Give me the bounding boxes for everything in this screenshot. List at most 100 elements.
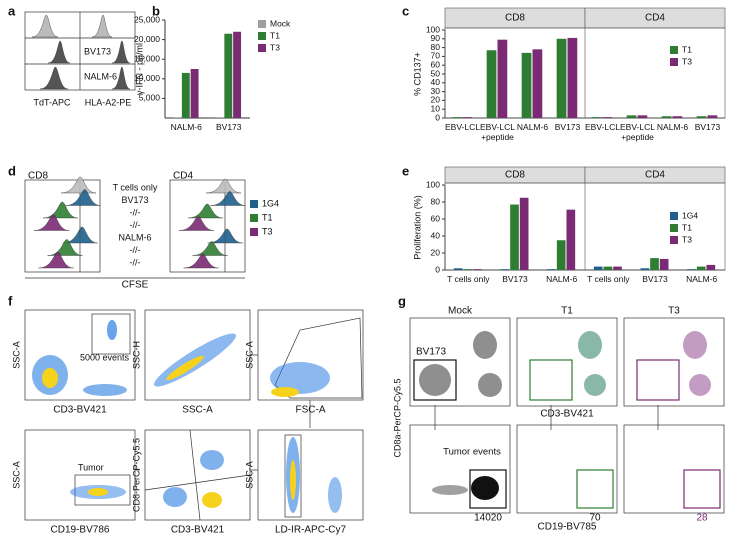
y-tick-label: 100 bbox=[426, 179, 440, 189]
legend-label: 1G4 bbox=[682, 210, 698, 220]
x-axis-label: CD19-BV785 bbox=[538, 522, 597, 533]
arrow bbox=[135, 354, 311, 471]
column-header: CD4 bbox=[173, 171, 193, 182]
y-tick-label: 60 bbox=[431, 59, 441, 69]
x-axis-label: FSC-A bbox=[296, 405, 326, 416]
x-tick-label: NALM-6 bbox=[686, 274, 718, 284]
bar bbox=[215, 117, 224, 118]
event-count: 14020 bbox=[474, 513, 502, 524]
histogram bbox=[62, 226, 98, 244]
population bbox=[270, 362, 330, 394]
population bbox=[578, 331, 602, 359]
bar bbox=[672, 116, 683, 118]
bar bbox=[173, 117, 181, 118]
density bbox=[32, 320, 711, 513]
bar bbox=[566, 209, 576, 270]
y-tick-label: 5,000 bbox=[139, 93, 161, 103]
y-tick-label: 40 bbox=[431, 77, 441, 87]
bar bbox=[650, 258, 659, 270]
bar bbox=[532, 49, 543, 118]
row-label: -//- bbox=[130, 257, 141, 267]
bar bbox=[591, 117, 602, 118]
x-tick-label: EBV-LCL bbox=[585, 122, 620, 132]
x-axis-label: CD3-BV421 bbox=[540, 409, 594, 420]
histogram bbox=[111, 66, 131, 90]
gate bbox=[683, 469, 721, 509]
frame bbox=[144, 429, 251, 521]
legend-label: T1 bbox=[682, 44, 692, 54]
y-tick-label: 100 bbox=[426, 24, 440, 34]
legend-swatch bbox=[670, 46, 678, 54]
y-tick-label: 0 bbox=[435, 264, 440, 274]
bar bbox=[521, 52, 532, 118]
y-tick-label: 80 bbox=[431, 42, 441, 52]
panel-letter: e bbox=[402, 163, 409, 178]
x-tick-label: BV173 bbox=[215, 122, 242, 132]
bar bbox=[233, 31, 242, 118]
histogram bbox=[39, 66, 69, 90]
legend-swatch bbox=[670, 224, 678, 232]
population bbox=[432, 485, 468, 495]
row-label: BV173 bbox=[121, 195, 148, 205]
bar bbox=[687, 269, 696, 270]
bar bbox=[696, 116, 707, 118]
x-tick-label: EBV-LCL +peptide bbox=[480, 122, 515, 142]
histogram bbox=[178, 216, 215, 231]
x-tick-label: NALM-6 bbox=[656, 122, 689, 132]
column-header: CD8 bbox=[28, 171, 48, 182]
legend-label: T3 bbox=[682, 56, 692, 66]
population bbox=[166, 355, 204, 381]
frame bbox=[516, 424, 618, 514]
histogram bbox=[207, 228, 243, 244]
population bbox=[200, 450, 224, 470]
x-axis-label: CD19-BV786 bbox=[51, 525, 110, 536]
row-label: BV173 bbox=[84, 46, 111, 56]
gate bbox=[413, 359, 457, 401]
event-count: 70 bbox=[589, 513, 601, 524]
bar bbox=[224, 33, 233, 118]
panel-letter: g bbox=[398, 293, 406, 308]
gate bbox=[189, 429, 201, 521]
y-tick-label: 10,000 bbox=[134, 73, 160, 83]
x-tick-label: EBV-LCL +peptide bbox=[620, 122, 655, 142]
bar bbox=[603, 266, 613, 270]
frame bbox=[24, 309, 136, 401]
y-axis-label: CD8-PerCP-Cy5.5 bbox=[131, 438, 141, 512]
gate-label: BV173 bbox=[416, 347, 446, 358]
annotation: 5000 events bbox=[80, 352, 130, 362]
gate bbox=[529, 359, 573, 401]
x-tick-label: T cells only bbox=[447, 274, 490, 284]
bar bbox=[462, 117, 473, 118]
bar bbox=[707, 115, 718, 118]
gate bbox=[576, 469, 614, 509]
x-tick-label: BV173 bbox=[554, 122, 581, 132]
x-tick-label: BV173 bbox=[502, 274, 528, 284]
decor bbox=[24, 11, 725, 521]
frame bbox=[24, 179, 101, 273]
row-label: -//- bbox=[130, 220, 141, 230]
population bbox=[271, 387, 299, 397]
x-axis-label: CD3-BV421 bbox=[171, 525, 225, 536]
x-axis-label: LD-IR-APC-Cy7 bbox=[275, 525, 347, 536]
y-tick-label: 70 bbox=[431, 51, 441, 61]
frame bbox=[409, 317, 511, 407]
histogram bbox=[205, 178, 242, 194]
y-tick-label: 0 bbox=[435, 112, 440, 122]
y-tick-label: 15,000 bbox=[134, 53, 160, 63]
histogram bbox=[210, 191, 246, 206]
bar bbox=[640, 268, 650, 270]
x-axis-label: CFSE bbox=[122, 280, 149, 291]
y-tick-label: 50 bbox=[431, 68, 441, 78]
y-axis-label: SSC-H bbox=[131, 341, 141, 369]
x-axis-label: SSC-A bbox=[182, 405, 213, 416]
panel-letter: b bbox=[152, 3, 160, 18]
row-label: -//- bbox=[130, 207, 141, 217]
bar bbox=[659, 258, 669, 270]
y-tick-label: 40 bbox=[431, 230, 441, 240]
legend-label: T1 bbox=[270, 30, 280, 40]
gate bbox=[469, 469, 507, 509]
row-label: NALM-6 bbox=[84, 71, 117, 81]
panel-letter: d bbox=[8, 163, 16, 178]
histogram bbox=[60, 176, 97, 194]
